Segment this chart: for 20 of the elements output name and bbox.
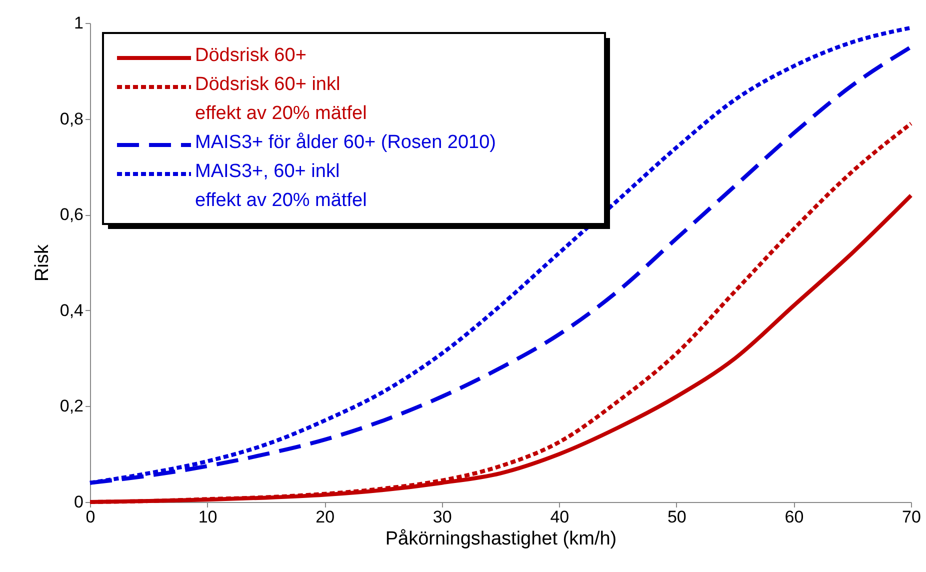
x-tick-label: 30 — [432, 508, 452, 526]
y-tick-label: 0,6 — [60, 205, 84, 224]
x-tick-label: 60 — [784, 508, 804, 526]
x-tick-label: 0 — [86, 508, 96, 526]
legend-label: Dödsrisk 60+ inkl effekt av 20% mätfel — [195, 74, 367, 124]
y-tick-label: 0 — [74, 492, 84, 512]
legend-label: MAIS3+, 60+ inkl effekt av 20% mätfel — [195, 161, 367, 211]
x-tick-label: 10 — [198, 508, 218, 526]
x-axis-title: Påkörningshastighet (km/h) — [385, 528, 617, 550]
y-axis-title: Risk — [32, 244, 53, 282]
y-tick-label: 0,8 — [60, 109, 84, 128]
x-tick-label: 20 — [316, 508, 335, 526]
y-tick-label: 1 — [74, 14, 84, 32]
x-tick-label: 40 — [550, 508, 570, 526]
x-tick-label: 50 — [667, 508, 686, 526]
legend-label: Dödsrisk 60+ — [195, 45, 306, 66]
legend-label: MAIS3+ för ålder 60+ (Rosen 2010) — [195, 132, 496, 153]
y-tick-label: 0,4 — [60, 300, 84, 320]
y-tick-label: 0,2 — [60, 396, 84, 416]
x-tick-label: 70 — [902, 508, 921, 526]
